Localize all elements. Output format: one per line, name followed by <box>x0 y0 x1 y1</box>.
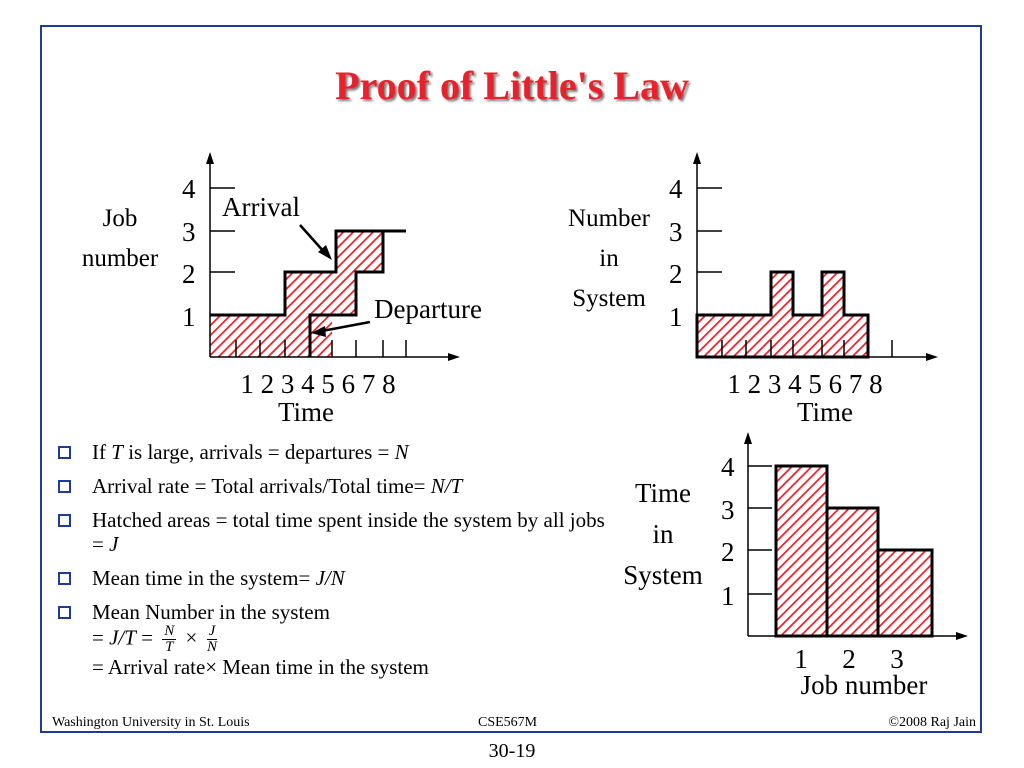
footer-course: CSE567M <box>478 715 538 730</box>
bottom-ytick-3: 3 <box>721 495 735 525</box>
bullet-item: Mean time in the system= J/N <box>52 566 612 590</box>
bottom-ytick-2: 2 <box>721 537 735 567</box>
footer-institution: Washington University in St. Louis <box>52 715 250 730</box>
left-ylabel-line1: Job <box>103 205 138 232</box>
right-y-arrow-icon <box>693 152 701 164</box>
page-number: 30-19 <box>488 740 536 762</box>
right-y-ticks <box>697 187 722 316</box>
bullet-box-icon <box>58 446 71 459</box>
left-y-ticks <box>210 187 235 316</box>
footer-copyright: ©2008 Raj Jain <box>888 715 976 730</box>
right-ytick-1: 1 <box>669 302 683 332</box>
bullet-item: If T is large, arrivals = departures = N <box>52 440 612 464</box>
bottom-ytick-4: 4 <box>721 452 735 482</box>
bottom-y-ticks <box>748 465 772 595</box>
bottom-xtick-3: 3 <box>890 644 904 674</box>
departure-label: Departure <box>374 294 482 324</box>
bullet-box-icon <box>58 480 71 493</box>
bar-job-1 <box>774 464 829 638</box>
bottom-ytick-1: 1 <box>721 581 735 611</box>
right-ytick-3: 3 <box>669 217 683 247</box>
left-hatched-area <box>210 231 383 357</box>
left-x-ticks <box>235 340 407 357</box>
bar-job-2 <box>825 506 880 638</box>
left-ylabel-line2: number <box>82 245 159 272</box>
right-ytick-4: 4 <box>669 174 683 204</box>
left-ytick-4: 4 <box>182 174 196 204</box>
bottom-ylabel-line1: Time <box>635 478 691 508</box>
left-xlabel: Time <box>278 397 334 427</box>
left-ytick-1: 1 <box>182 302 196 332</box>
bullet-item: Arrival rate = Total arrivals/Total time… <box>52 474 612 498</box>
left-ytick-3: 3 <box>182 217 196 247</box>
departure-pointer-arrow-icon <box>311 326 326 337</box>
right-ylabel-line3: System <box>572 285 646 312</box>
left-ytick-2: 2 <box>182 259 196 289</box>
bullet-list: If T is large, arrivals = departures = N… <box>52 440 612 679</box>
arrival-label: Arrival <box>222 192 300 222</box>
bullet-box-icon <box>58 572 71 585</box>
time-in-system-chart: 4 3 2 1 Time in System 1 2 3 Job number <box>623 432 968 700</box>
arrival-pointer-arrow-icon <box>318 245 332 260</box>
bullet-box-icon <box>58 606 71 619</box>
arrival-departure-chart: 4 3 2 1 Job number 1 2 3 4 5 6 7 8 Time … <box>82 152 482 427</box>
left-xtick-labels: 1 2 3 4 5 6 7 8 <box>240 369 395 399</box>
bottom-x-arrow-icon <box>956 632 968 640</box>
right-ylabel-line1: Number <box>568 205 651 232</box>
bar-job-3 <box>876 548 934 638</box>
right-xtick-labels: 1 2 3 4 5 6 7 8 <box>727 369 882 399</box>
bullet-item: Hatched areas = total time spent inside … <box>52 508 612 556</box>
right-x-arrow-icon <box>926 353 938 361</box>
bottom-xtick-1: 1 <box>794 644 808 674</box>
right-x-ticks <box>721 340 893 357</box>
bottom-xlabel: Job number <box>801 670 928 700</box>
bottom-xtick-2: 2 <box>842 644 856 674</box>
right-xlabel: Time <box>797 397 853 427</box>
bottom-y-arrow-icon <box>744 432 752 444</box>
left-x-arrow-icon <box>448 353 460 361</box>
right-ylabel-line2: in <box>599 245 619 272</box>
arrival-pointer <box>299 224 326 254</box>
departure-line <box>308 231 385 357</box>
right-ytick-2: 2 <box>669 259 683 289</box>
slide-frame <box>40 25 982 733</box>
bottom-ylabel-line2: in <box>652 519 674 549</box>
bullet-box-icon <box>58 514 71 527</box>
left-y-arrow-icon <box>206 152 214 164</box>
number-in-system-chart: 4 3 2 1 Number in System 1 2 3 4 5 6 7 8… <box>568 152 938 427</box>
bottom-ylabel-line3: System <box>623 560 703 590</box>
departure-pointer <box>321 320 371 333</box>
slide-title: Proof of Little's Law <box>335 63 689 108</box>
arrival-line <box>210 229 406 317</box>
